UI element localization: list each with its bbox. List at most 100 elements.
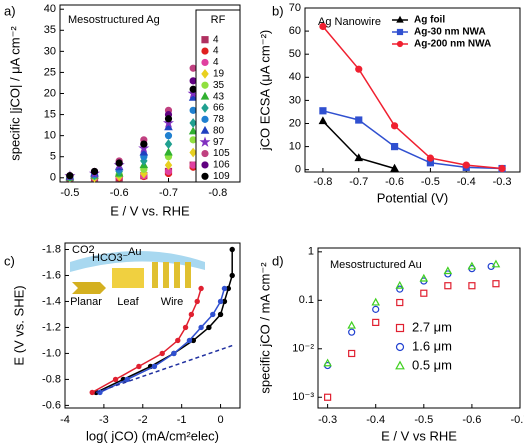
marker	[124, 376, 130, 383]
marker	[139, 147, 149, 156]
marker	[194, 298, 200, 305]
marker	[112, 376, 119, 383]
marker	[164, 139, 173, 149]
legend-title: RF	[211, 14, 226, 26]
marker	[221, 285, 228, 292]
marker	[491, 259, 501, 268]
x-tick-label: -1	[177, 414, 187, 426]
x-tick-label: -0.6	[385, 176, 404, 188]
marker	[396, 285, 404, 293]
y-tick-label: 70	[289, 2, 301, 14]
x-tick-label: -0.7	[159, 187, 178, 199]
legend-label: 66	[213, 103, 225, 114]
y-tick-label: 60	[289, 25, 301, 37]
marker	[210, 311, 216, 318]
marker	[164, 122, 173, 131]
marker	[188, 126, 198, 135]
y-tick-label: 40	[289, 71, 301, 83]
marker	[164, 147, 173, 156]
inset-drawing	[70, 251, 205, 294]
marker	[371, 297, 381, 306]
marker	[468, 282, 476, 290]
marker	[229, 272, 235, 279]
y-tick-label: 40	[44, 3, 56, 15]
panel-label: d)	[272, 253, 284, 268]
y-tick-label: -1.8	[42, 243, 61, 255]
marker	[390, 122, 399, 130]
x-tick-label: -3	[99, 414, 109, 426]
marker	[151, 363, 158, 370]
panel-label: c)	[4, 253, 15, 268]
annotation: CO2	[72, 244, 95, 256]
marker	[66, 172, 74, 180]
marker	[395, 360, 405, 370]
y-tick-label: -1.6	[42, 269, 61, 281]
marker	[201, 115, 209, 123]
marker	[201, 149, 209, 158]
marker	[229, 246, 235, 253]
legend-label: 43	[213, 91, 225, 102]
marker	[201, 161, 209, 169]
y-tick-label: 10	[289, 140, 301, 152]
marker	[323, 358, 332, 367]
panel-label: b)	[272, 3, 284, 18]
marker	[189, 118, 197, 128]
marker	[189, 64, 197, 72]
marker	[426, 154, 435, 162]
marker	[395, 280, 405, 289]
legend-label: 105	[213, 148, 230, 159]
y-tick-label: 5	[50, 151, 56, 163]
y-tick-label: 30	[289, 94, 301, 106]
annotation: Planar	[70, 296, 102, 308]
marker	[164, 115, 173, 123]
marker	[162, 117, 175, 128]
plot-frame	[304, 7, 521, 173]
legend-label: 78	[213, 114, 225, 125]
marker	[347, 320, 356, 329]
marker	[467, 261, 477, 270]
marker	[319, 107, 327, 115]
legend-label: 97	[213, 137, 225, 148]
y-tick-label: 10⁻²	[292, 343, 314, 355]
wire-shape	[152, 262, 158, 288]
marker	[200, 91, 210, 100]
series-line	[95, 344, 233, 394]
marker	[198, 324, 204, 331]
marker	[324, 393, 332, 401]
y-tick-label: 15	[44, 108, 56, 120]
panel-label: a)	[4, 3, 16, 18]
marker	[419, 273, 429, 282]
x-tick-label: -4	[60, 414, 70, 426]
y-tick-label: 0	[50, 172, 56, 184]
wire-shape	[163, 262, 169, 288]
series-line	[322, 120, 395, 170]
legend-label: 4	[213, 34, 219, 45]
marker	[354, 153, 364, 162]
legend-label: 80	[213, 125, 225, 136]
y-tick-label: 30	[44, 45, 56, 57]
marker	[186, 337, 193, 344]
x-axis-label: E / V vs RHE	[381, 428, 457, 443]
y-tick-label: 25	[44, 66, 56, 78]
x-tick-label: -0.5	[421, 176, 440, 188]
marker	[175, 337, 181, 344]
marker	[201, 47, 209, 55]
y-tick-label: -1.4	[42, 295, 61, 307]
y-tick-label: 0.1	[299, 294, 314, 306]
marker	[90, 167, 99, 176]
marker	[201, 68, 209, 79]
series-line	[322, 26, 503, 170]
marker	[318, 116, 328, 125]
x-axis-label: Potential (V)	[377, 190, 449, 205]
legend-label: 109	[213, 171, 230, 182]
marker	[189, 147, 197, 158]
marker	[390, 142, 399, 151]
marker	[138, 142, 150, 153]
annotation: Mesostructured Ag	[68, 14, 160, 26]
marker	[420, 289, 428, 297]
plot-frame	[317, 247, 521, 409]
marker	[372, 305, 380, 313]
y-tick-label: 1	[308, 246, 314, 258]
series-line	[322, 110, 503, 170]
marker	[201, 36, 209, 44]
